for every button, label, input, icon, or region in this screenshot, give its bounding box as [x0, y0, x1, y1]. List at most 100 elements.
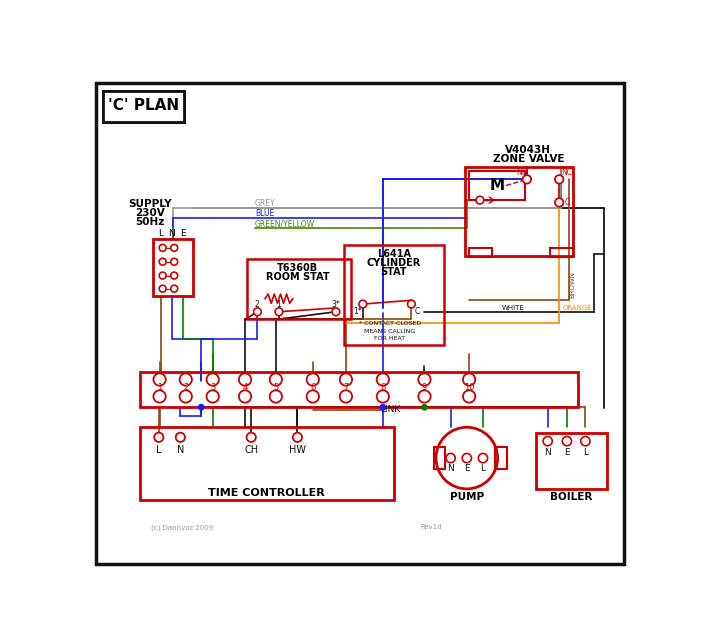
Circle shape — [555, 198, 564, 206]
Circle shape — [422, 404, 427, 410]
Text: 1*: 1* — [353, 307, 362, 316]
Text: 6: 6 — [310, 383, 315, 392]
Text: C: C — [414, 307, 419, 316]
Text: SUPPLY: SUPPLY — [128, 199, 171, 209]
Circle shape — [270, 390, 282, 403]
Text: 8: 8 — [380, 383, 385, 392]
Bar — [465, 167, 573, 256]
Text: 5: 5 — [273, 383, 279, 392]
Circle shape — [408, 300, 415, 308]
Circle shape — [239, 390, 251, 403]
Text: L: L — [480, 463, 486, 472]
Circle shape — [180, 373, 192, 386]
Circle shape — [446, 453, 456, 463]
Circle shape — [171, 258, 178, 265]
Text: 4: 4 — [242, 383, 248, 392]
Circle shape — [206, 373, 219, 386]
Circle shape — [380, 404, 385, 410]
Text: 2: 2 — [183, 383, 188, 392]
Circle shape — [377, 373, 389, 386]
Bar — [152, 238, 192, 296]
Text: PUMP: PUMP — [450, 492, 484, 501]
Text: E: E — [464, 463, 470, 472]
Text: L: L — [583, 448, 588, 457]
Text: 230V: 230V — [135, 208, 164, 218]
Text: ROOM STAT: ROOM STAT — [265, 272, 329, 282]
Circle shape — [176, 433, 185, 442]
Circle shape — [555, 175, 564, 183]
Circle shape — [418, 390, 430, 403]
Circle shape — [418, 373, 430, 386]
Circle shape — [359, 300, 366, 308]
Text: N: N — [544, 448, 551, 457]
Text: Rev1d: Rev1d — [420, 524, 442, 530]
Circle shape — [543, 437, 552, 445]
Circle shape — [180, 390, 192, 403]
Text: (c) Dannyoz 2009: (c) Dannyoz 2009 — [151, 524, 213, 531]
Circle shape — [562, 437, 571, 445]
Circle shape — [154, 373, 166, 386]
Text: L641A: L641A — [377, 249, 411, 259]
Circle shape — [171, 244, 178, 251]
Text: MEANS CALLING: MEANS CALLING — [364, 329, 416, 333]
Text: N: N — [177, 445, 184, 455]
Circle shape — [275, 308, 283, 315]
Bar — [536, 433, 607, 489]
Text: FOR HEAT: FOR HEAT — [374, 337, 405, 341]
Text: L: L — [156, 445, 161, 455]
Text: STAT: STAT — [380, 267, 407, 278]
Bar — [343, 245, 444, 345]
Circle shape — [340, 390, 352, 403]
Circle shape — [581, 437, 590, 445]
Text: 'C' PLAN: 'C' PLAN — [108, 98, 179, 113]
Circle shape — [159, 258, 166, 265]
Circle shape — [436, 428, 498, 489]
Text: BLUE: BLUE — [255, 210, 274, 219]
Text: T6360B: T6360B — [277, 263, 318, 273]
Text: LINK: LINK — [380, 405, 400, 414]
Text: BOILER: BOILER — [550, 492, 592, 501]
Text: TIME CONTROLLER: TIME CONTROLLER — [208, 488, 325, 497]
Circle shape — [332, 308, 340, 315]
Circle shape — [159, 272, 166, 279]
Text: 3: 3 — [210, 383, 216, 392]
Text: C: C — [564, 198, 569, 207]
Circle shape — [171, 285, 178, 292]
Circle shape — [159, 285, 166, 292]
Bar — [469, 171, 524, 200]
Text: HW: HW — [289, 445, 306, 455]
Text: M: M — [489, 178, 505, 193]
Text: N: N — [447, 463, 454, 472]
Text: L: L — [159, 229, 164, 238]
Text: BROWN: BROWN — [569, 271, 576, 298]
Text: 50Hz: 50Hz — [135, 217, 164, 228]
Text: NC: NC — [562, 168, 572, 177]
Bar — [140, 428, 394, 501]
Text: 1: 1 — [277, 299, 282, 308]
Text: NO: NO — [517, 168, 528, 177]
Text: E: E — [564, 448, 570, 457]
Circle shape — [340, 373, 352, 386]
Circle shape — [154, 433, 164, 442]
Text: * CONTACT CLOSED: * CONTACT CLOSED — [359, 320, 421, 326]
Circle shape — [462, 453, 472, 463]
Text: ZONE VALVE: ZONE VALVE — [493, 154, 564, 164]
Text: GREY: GREY — [255, 199, 276, 208]
Text: GREEN/YELLOW: GREEN/YELLOW — [255, 219, 315, 228]
Circle shape — [246, 433, 256, 442]
Circle shape — [270, 373, 282, 386]
Circle shape — [463, 373, 475, 386]
Circle shape — [206, 390, 219, 403]
Bar — [496, 447, 507, 469]
Circle shape — [171, 272, 178, 279]
Bar — [434, 447, 445, 469]
Text: 2: 2 — [255, 299, 260, 308]
Circle shape — [253, 308, 261, 315]
Bar — [103, 91, 184, 122]
Bar — [247, 258, 351, 319]
Text: CH: CH — [244, 445, 258, 455]
Circle shape — [293, 433, 302, 442]
Circle shape — [307, 373, 319, 386]
Circle shape — [199, 404, 204, 410]
Text: CYLINDER: CYLINDER — [366, 258, 420, 269]
